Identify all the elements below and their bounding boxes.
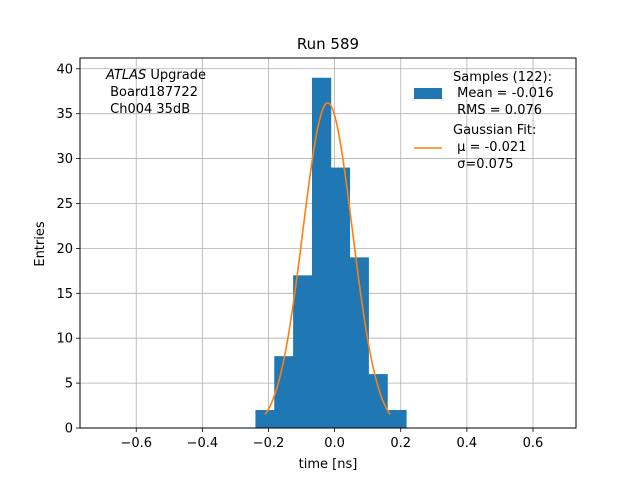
histogram-bars [255,77,407,429]
axis-ticks: −0.6 −0.4 −0.2 0.0 0.2 0.4 0.6 0 5 10 15 20 25 30 35 40 [56,62,543,451]
x-axis-label: time [ns] [299,457,358,472]
x-tick-label-2: −0.2 [253,436,285,451]
histogram-bar-3 [311,77,332,429]
y-tick-label-5: 25 [56,197,73,212]
legend-samples-rms: RMS = 0.076 [453,103,542,118]
x-tick-label-1: −0.4 [187,436,219,451]
annotation-block: ATLAS Upgrade Board187722 Ch004 35dB [105,68,206,117]
y-tick-label-4: 20 [56,242,73,257]
chart-title: Run 589 [297,35,359,53]
y-tick-label-1: 5 [65,377,73,392]
histogram-bar-0 [255,410,275,428]
y-tick-label-2: 10 [56,332,73,347]
x-tick-label-0: −0.6 [120,436,152,451]
legend-fit-title: Gaussian Fit: [453,123,536,138]
gaussian-fit-curve [264,102,391,415]
legend-samples-mean: Mean = -0.016 [453,86,554,101]
histogram-bar-5 [349,257,369,428]
histogram-bar-2 [293,275,313,428]
histogram-bar-6 [368,374,388,428]
x-tick-label-3: 0.0 [324,436,345,451]
legend-samples-title: Samples (122): [453,70,552,85]
y-tick-label-6: 30 [56,152,73,167]
y-tick-label-3: 15 [56,287,73,302]
plot-frame [79,57,577,429]
y-axis-label: Entries [33,221,48,267]
gaussian-fit-layer [264,102,391,415]
histogram-bar-7 [387,410,407,428]
legend: Samples (122): Mean = -0.016 RMS = 0.076… [414,70,554,172]
x-tick-label-6: 0.6 [523,436,544,451]
legend-swatch-samples [414,88,442,99]
annotation-line-3: Ch004 35dB [106,102,190,117]
legend-fit-sigma: σ=0.075 [453,157,513,172]
annotation-line-1: ATLAS Upgrade [105,68,206,83]
y-tick-label-7: 35 [56,107,73,122]
y-tick-label-0: 0 [65,422,73,437]
x-tick-label-5: 0.4 [457,436,478,451]
histogram-bar-4 [330,167,351,428]
annotation-line-2: Board187722 [106,85,198,100]
histogram-bar-1 [274,356,294,428]
x-tick-label-4: 0.2 [390,436,411,451]
y-tick-label-8: 40 [56,62,73,77]
legend-fit-mu: μ = -0.021 [453,140,526,155]
